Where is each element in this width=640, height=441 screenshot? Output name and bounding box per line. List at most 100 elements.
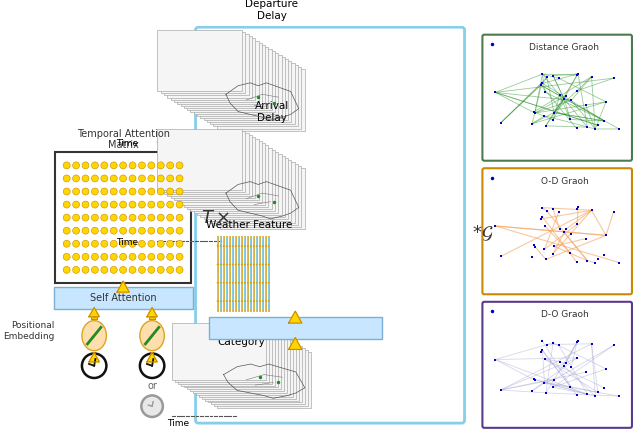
- Circle shape: [256, 246, 257, 247]
- Circle shape: [138, 253, 145, 260]
- Circle shape: [129, 162, 136, 169]
- Circle shape: [235, 264, 236, 265]
- Circle shape: [120, 214, 127, 221]
- FancyBboxPatch shape: [238, 236, 239, 311]
- Circle shape: [259, 282, 260, 283]
- Circle shape: [101, 240, 108, 247]
- Circle shape: [148, 214, 155, 221]
- Polygon shape: [147, 353, 157, 362]
- Circle shape: [166, 214, 173, 221]
- FancyBboxPatch shape: [213, 65, 298, 127]
- Circle shape: [265, 246, 266, 247]
- Circle shape: [120, 162, 127, 169]
- FancyBboxPatch shape: [207, 160, 291, 221]
- FancyBboxPatch shape: [205, 344, 299, 400]
- FancyBboxPatch shape: [210, 162, 295, 223]
- FancyBboxPatch shape: [56, 152, 191, 283]
- FancyBboxPatch shape: [229, 236, 230, 311]
- Ellipse shape: [140, 321, 164, 351]
- Circle shape: [256, 264, 257, 265]
- Circle shape: [238, 246, 239, 247]
- FancyBboxPatch shape: [197, 55, 282, 116]
- Text: Temporal Attention
Matrix: Temporal Attention Matrix: [77, 129, 170, 150]
- Circle shape: [110, 162, 117, 169]
- Circle shape: [244, 264, 245, 265]
- Circle shape: [92, 266, 99, 273]
- Circle shape: [101, 253, 108, 260]
- Polygon shape: [89, 307, 99, 317]
- FancyBboxPatch shape: [244, 236, 245, 311]
- Circle shape: [63, 201, 70, 208]
- Circle shape: [256, 282, 257, 283]
- Circle shape: [120, 201, 127, 208]
- Circle shape: [268, 264, 269, 265]
- FancyBboxPatch shape: [483, 168, 632, 294]
- FancyBboxPatch shape: [226, 237, 227, 310]
- Circle shape: [82, 162, 89, 169]
- Circle shape: [129, 227, 136, 234]
- FancyBboxPatch shape: [92, 317, 97, 319]
- Circle shape: [63, 162, 70, 169]
- Circle shape: [129, 201, 136, 208]
- FancyBboxPatch shape: [256, 236, 257, 311]
- Circle shape: [92, 188, 99, 195]
- Circle shape: [250, 264, 251, 265]
- FancyBboxPatch shape: [194, 152, 278, 213]
- FancyBboxPatch shape: [177, 142, 262, 202]
- Circle shape: [217, 264, 218, 265]
- FancyBboxPatch shape: [175, 325, 269, 382]
- FancyBboxPatch shape: [197, 154, 282, 215]
- Circle shape: [253, 246, 254, 247]
- FancyBboxPatch shape: [190, 335, 284, 391]
- Circle shape: [72, 214, 79, 221]
- Circle shape: [72, 201, 79, 208]
- FancyBboxPatch shape: [232, 237, 233, 310]
- Circle shape: [262, 301, 263, 302]
- FancyBboxPatch shape: [164, 133, 249, 194]
- Circle shape: [166, 201, 173, 208]
- Circle shape: [256, 301, 257, 302]
- Circle shape: [157, 266, 164, 273]
- FancyBboxPatch shape: [157, 30, 242, 91]
- Circle shape: [259, 246, 260, 247]
- Circle shape: [110, 266, 117, 273]
- Circle shape: [166, 240, 173, 247]
- Circle shape: [253, 282, 254, 283]
- Circle shape: [166, 253, 173, 260]
- Text: O-D Graoh: O-D Graoh: [541, 177, 588, 186]
- FancyBboxPatch shape: [167, 36, 252, 97]
- FancyBboxPatch shape: [180, 45, 265, 106]
- Circle shape: [120, 175, 127, 182]
- Circle shape: [238, 301, 239, 302]
- Circle shape: [148, 253, 155, 260]
- Circle shape: [217, 246, 218, 247]
- Circle shape: [72, 266, 79, 273]
- Circle shape: [244, 282, 245, 283]
- FancyBboxPatch shape: [238, 237, 239, 310]
- Circle shape: [148, 266, 155, 273]
- FancyBboxPatch shape: [178, 327, 272, 384]
- FancyBboxPatch shape: [268, 237, 269, 310]
- Circle shape: [166, 175, 173, 182]
- Circle shape: [157, 162, 164, 169]
- Circle shape: [176, 214, 183, 221]
- Circle shape: [148, 162, 155, 169]
- Circle shape: [82, 188, 89, 195]
- Circle shape: [63, 188, 70, 195]
- Circle shape: [63, 240, 70, 247]
- FancyBboxPatch shape: [200, 57, 285, 118]
- Circle shape: [229, 282, 230, 283]
- FancyBboxPatch shape: [164, 34, 249, 95]
- Circle shape: [129, 188, 136, 195]
- Circle shape: [262, 282, 263, 283]
- FancyBboxPatch shape: [244, 237, 245, 310]
- Text: Weather Feature: Weather Feature: [205, 220, 292, 230]
- Circle shape: [138, 214, 145, 221]
- Text: Weather
Category: Weather Category: [218, 325, 265, 347]
- Circle shape: [247, 264, 248, 265]
- Circle shape: [226, 264, 227, 265]
- Circle shape: [268, 282, 269, 283]
- FancyBboxPatch shape: [174, 41, 259, 102]
- Text: $*\mathcal{G}$: $*\mathcal{G}$: [472, 224, 493, 243]
- Circle shape: [129, 253, 136, 260]
